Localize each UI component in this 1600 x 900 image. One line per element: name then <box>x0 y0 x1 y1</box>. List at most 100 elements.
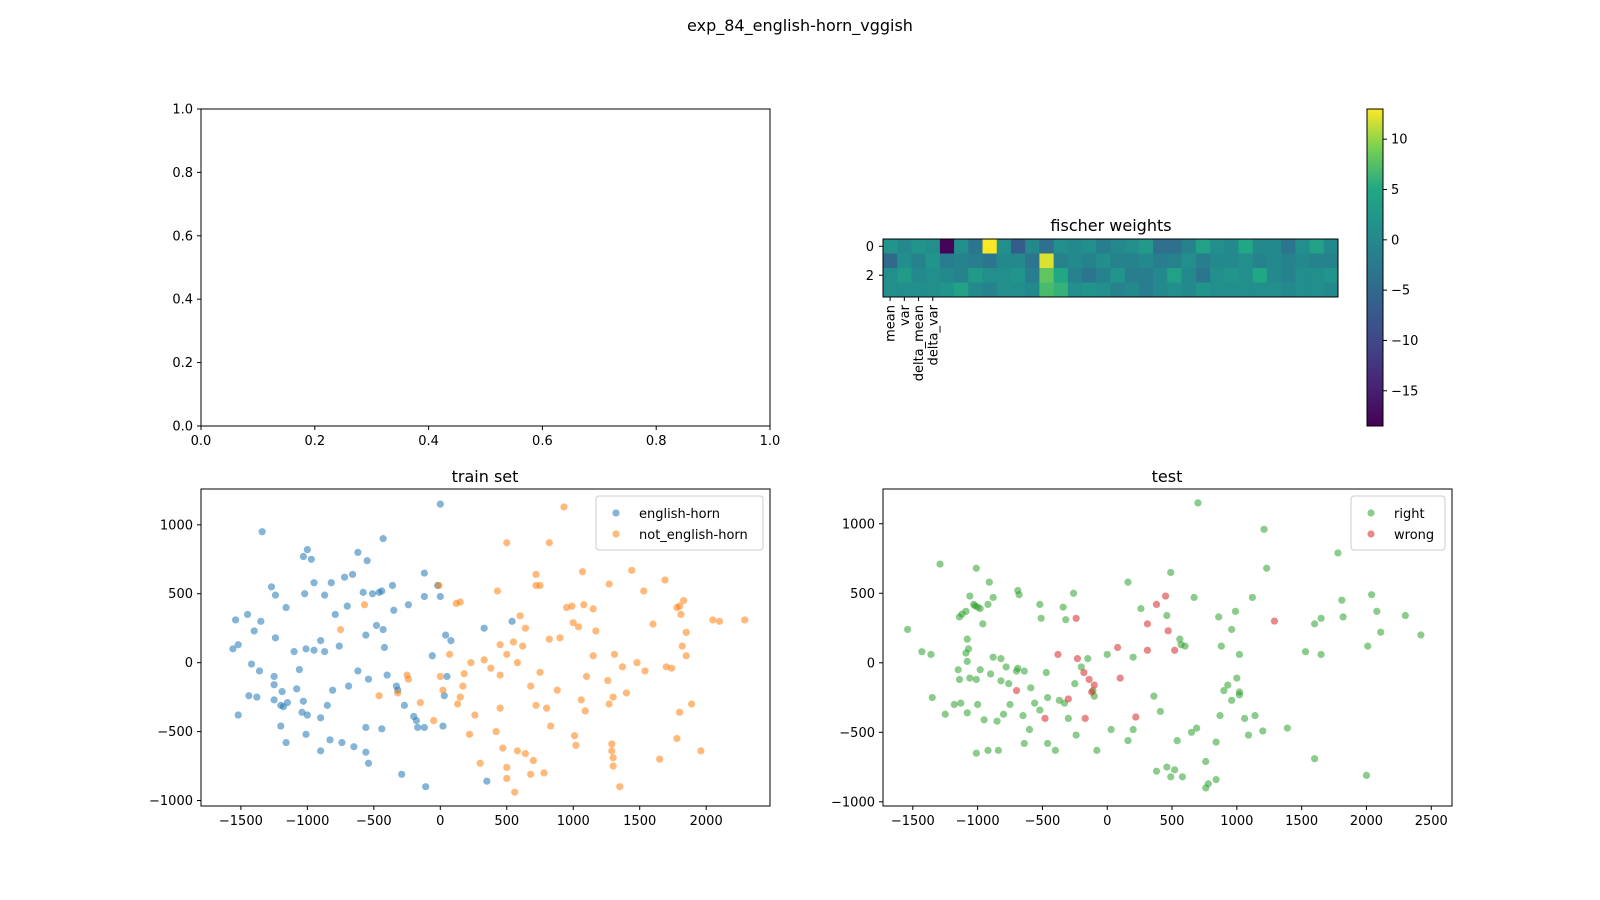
test-point <box>1073 731 1080 738</box>
train-point <box>302 731 309 738</box>
heatmap-cell <box>1111 283 1126 298</box>
test-legend-marker <box>1367 509 1374 516</box>
heatmap-cell <box>1082 283 1097 298</box>
test-xtick-label: 1500 <box>1285 814 1318 829</box>
test-point <box>1193 725 1200 732</box>
test-point <box>1038 615 1045 622</box>
train-point <box>608 747 615 754</box>
train-point <box>628 567 635 574</box>
heatmap-cell <box>968 283 983 298</box>
test-point <box>942 711 949 718</box>
test-point <box>1241 715 1248 722</box>
heatmap-cell <box>1324 239 1339 254</box>
train-point <box>510 638 517 645</box>
empty-xtick-label: 0.0 <box>191 434 212 449</box>
heatmap-title: fischer weights <box>1050 216 1171 235</box>
train-point <box>606 581 613 588</box>
train-point <box>361 601 368 608</box>
heatmap-cell <box>911 283 926 298</box>
train-point <box>503 651 510 658</box>
test-ytick-label: 500 <box>850 587 875 602</box>
test-point <box>1080 669 1087 676</box>
heatmap-cell <box>968 239 983 254</box>
train-point <box>527 682 534 689</box>
test-point <box>980 716 987 723</box>
empty-ytick-label: 0.2 <box>172 356 193 371</box>
test-point <box>1311 620 1318 627</box>
test-point <box>1019 712 1026 719</box>
train-point <box>235 641 242 648</box>
colorbar-tick-label: 5 <box>1391 183 1399 198</box>
train-point <box>435 582 442 589</box>
test-point <box>1065 695 1072 702</box>
test-point <box>987 670 994 677</box>
train-point <box>679 643 686 650</box>
heatmap-cell <box>1224 239 1239 254</box>
test-point <box>964 709 971 716</box>
train-point <box>244 611 251 618</box>
test-point <box>1003 663 1010 670</box>
train-point <box>677 611 684 618</box>
heatmap-cell <box>1196 254 1211 269</box>
test-xtick-label: −1000 <box>956 814 1000 829</box>
test-point <box>1213 776 1220 783</box>
train-point <box>421 593 428 600</box>
test-xtick-label: 2000 <box>1350 814 1383 829</box>
test-point <box>1236 691 1243 698</box>
train-point <box>378 725 385 732</box>
train-point <box>582 707 589 714</box>
heatmap-cell <box>983 254 998 269</box>
heatmap-cell <box>1054 239 1069 254</box>
colorbar-tick-label: −10 <box>1391 334 1418 349</box>
heatmap-cell <box>1153 239 1168 254</box>
train-point <box>481 625 488 632</box>
train-point <box>580 601 587 608</box>
train-point <box>272 634 279 641</box>
heatmap-cell <box>1224 254 1239 269</box>
train-xtick-label: −500 <box>356 814 392 829</box>
train-point <box>522 750 529 757</box>
test-point <box>1000 711 1007 718</box>
train-point <box>540 769 547 776</box>
test-point <box>990 594 997 601</box>
empty-ytick-label: 0.8 <box>172 166 193 181</box>
test-point <box>1027 684 1034 691</box>
train-point <box>536 582 543 589</box>
test-point <box>1031 700 1038 707</box>
test-point <box>1157 708 1164 715</box>
test-point <box>1232 608 1239 615</box>
heatmap-cell <box>1125 254 1140 269</box>
test-point <box>1263 565 1270 572</box>
colorbar <box>1367 109 1383 426</box>
train-point <box>280 703 287 710</box>
train-point <box>457 694 464 701</box>
heatmap-cell <box>983 283 998 298</box>
empty-xtick-label: 1.0 <box>760 434 781 449</box>
train-point <box>272 592 279 599</box>
train-point <box>610 694 617 701</box>
train-point <box>590 652 597 659</box>
test-point <box>1021 740 1028 747</box>
test-point <box>995 747 1002 754</box>
train-point <box>380 626 387 633</box>
train-point <box>271 681 278 688</box>
heatmap-cell <box>1011 239 1026 254</box>
colorbar-tick-label: 10 <box>1391 133 1408 148</box>
train-point <box>308 556 315 563</box>
heatmap-cell <box>1111 254 1126 269</box>
test-point <box>936 560 943 567</box>
heatmap-cell <box>1167 239 1182 254</box>
test-point <box>1065 715 1072 722</box>
empty-xtick-label: 0.6 <box>532 434 553 449</box>
test-point <box>951 701 958 708</box>
test-point <box>964 636 971 643</box>
train-point <box>481 656 488 663</box>
train-ytick-label: 1000 <box>160 518 193 533</box>
train-point <box>439 687 446 694</box>
heatmap-cell <box>954 283 969 298</box>
train-point <box>301 590 308 597</box>
train-point <box>483 778 490 785</box>
train-point <box>514 747 521 754</box>
test-point <box>1181 643 1188 650</box>
heatmap-cell <box>1295 239 1310 254</box>
